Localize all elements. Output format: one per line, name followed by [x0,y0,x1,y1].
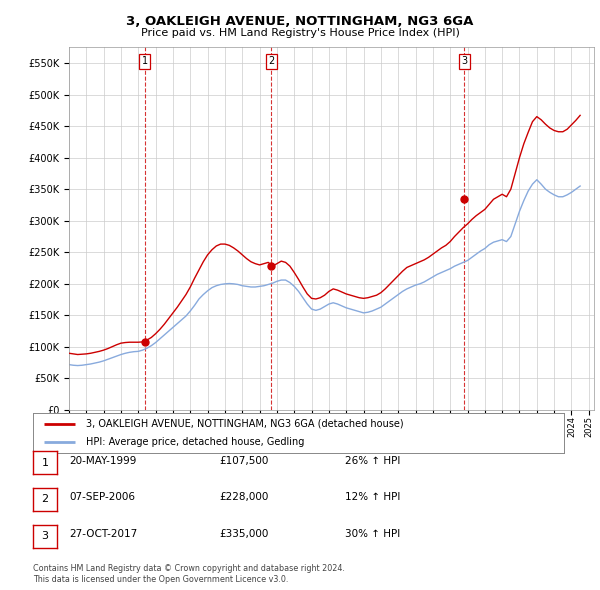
Text: 3, OAKLEIGH AVENUE, NOTTINGHAM, NG3 6GA (detached house): 3, OAKLEIGH AVENUE, NOTTINGHAM, NG3 6GA … [86,419,404,429]
Text: 1: 1 [142,56,148,66]
Text: £228,000: £228,000 [219,492,268,502]
Text: 20-MAY-1999: 20-MAY-1999 [69,455,136,466]
Text: 26% ↑ HPI: 26% ↑ HPI [345,455,400,466]
Text: 07-SEP-2006: 07-SEP-2006 [69,492,135,502]
Text: 3: 3 [461,56,467,66]
Text: HPI: Average price, detached house, Gedling: HPI: Average price, detached house, Gedl… [86,437,304,447]
Text: 30% ↑ HPI: 30% ↑ HPI [345,529,400,539]
Text: £107,500: £107,500 [219,455,268,466]
Text: Contains HM Land Registry data © Crown copyright and database right 2024.: Contains HM Land Registry data © Crown c… [33,565,345,573]
Text: This data is licensed under the Open Government Licence v3.0.: This data is licensed under the Open Gov… [33,575,289,584]
Text: 27-OCT-2017: 27-OCT-2017 [69,529,137,539]
Text: 1: 1 [41,458,49,468]
Text: £335,000: £335,000 [219,529,268,539]
Text: 3, OAKLEIGH AVENUE, NOTTINGHAM, NG3 6GA: 3, OAKLEIGH AVENUE, NOTTINGHAM, NG3 6GA [127,15,473,28]
Text: 2: 2 [41,494,49,504]
Text: Price paid vs. HM Land Registry's House Price Index (HPI): Price paid vs. HM Land Registry's House … [140,28,460,38]
Text: 2: 2 [268,56,275,66]
Text: 3: 3 [41,531,49,541]
Text: 12% ↑ HPI: 12% ↑ HPI [345,492,400,502]
